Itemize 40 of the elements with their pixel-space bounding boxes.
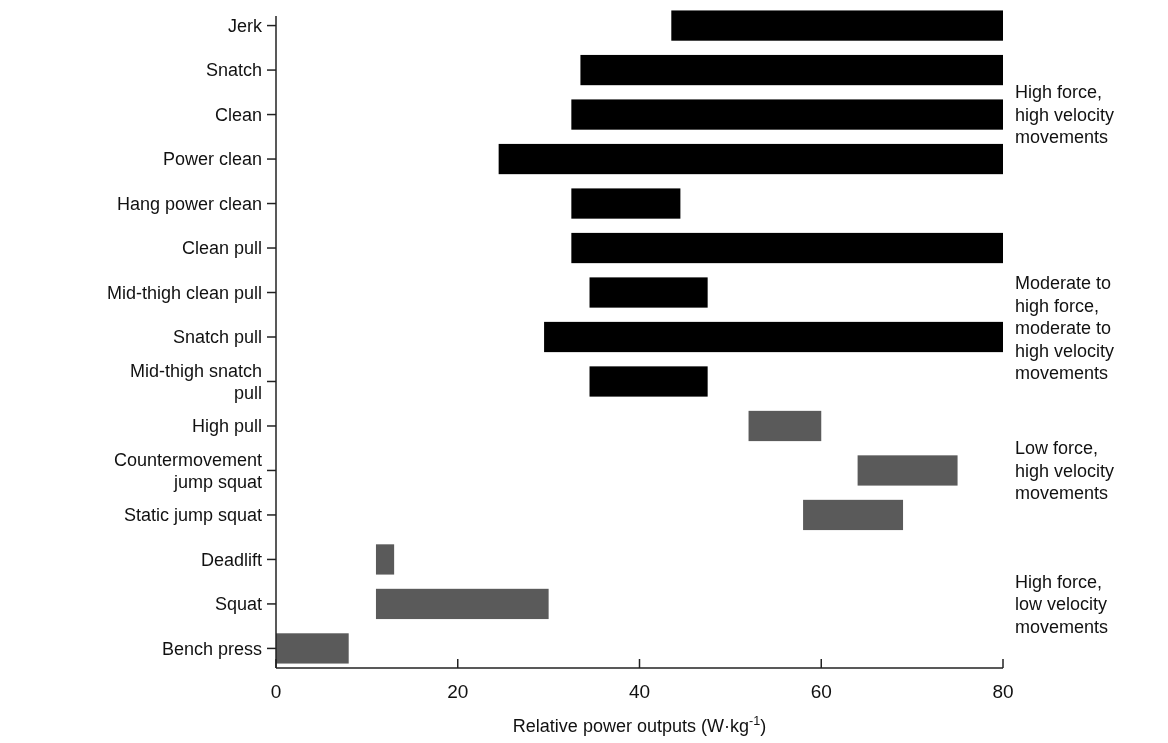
- x-tick-label: 60: [810, 681, 832, 702]
- x-tick-label: 80: [992, 681, 1014, 702]
- y-tick-label: Mid-thigh snatch pull: [129, 360, 262, 403]
- y-tick-label: Squat: [214, 594, 262, 615]
- bar: [580, 54, 1003, 86]
- y-tick-label: Snatch: [205, 60, 262, 81]
- y-tick-label: Static jump squat: [123, 505, 262, 526]
- x-tick-label: 40: [628, 681, 651, 702]
- y-tick-label: Jerk: [227, 15, 263, 36]
- bar: [589, 277, 708, 308]
- y-tick-label: Bench press: [161, 638, 262, 659]
- x-tick-label: 20: [447, 681, 469, 702]
- bar: [571, 188, 681, 219]
- bar: [276, 633, 349, 664]
- bar: [671, 10, 1003, 41]
- bar: [544, 321, 1003, 353]
- y-tick-label: High pull: [191, 416, 262, 437]
- bar: [375, 544, 395, 575]
- y-tick-label: Snatch pull: [172, 327, 262, 348]
- bar: [803, 499, 904, 531]
- bar: [589, 366, 708, 397]
- bar: [375, 588, 549, 620]
- y-tick-label: Deadlift: [200, 549, 262, 570]
- bar: [571, 99, 1003, 130]
- text: Low force, high velocity movements: [1015, 438, 1115, 504]
- bar: [857, 455, 958, 486]
- text: Moderate to high force, moderate to high velocity movements: [1015, 273, 1115, 384]
- y-tick-label: Clean: [214, 104, 262, 125]
- x-axis-title: Relative power outputs (W·kg$^{-1}$): [512, 714, 767, 736]
- y-tick-label: Power clean: [162, 149, 262, 170]
- y-tick-label: Mid-thigh clean pull: [106, 282, 262, 303]
- text: High force, low velocity movements: [1015, 571, 1109, 637]
- bar: [498, 143, 1003, 175]
- y-tick-label: Hang power clean: [116, 193, 262, 214]
- x-tick-label: 0: [270, 681, 282, 702]
- bar: [571, 232, 1003, 264]
- y-tick-label: Clean pull: [181, 238, 262, 259]
- bar: [748, 410, 822, 442]
- y-tick-label: Countermovement jump squat: [113, 449, 262, 492]
- text: High force, high velocity movements: [1015, 82, 1115, 148]
